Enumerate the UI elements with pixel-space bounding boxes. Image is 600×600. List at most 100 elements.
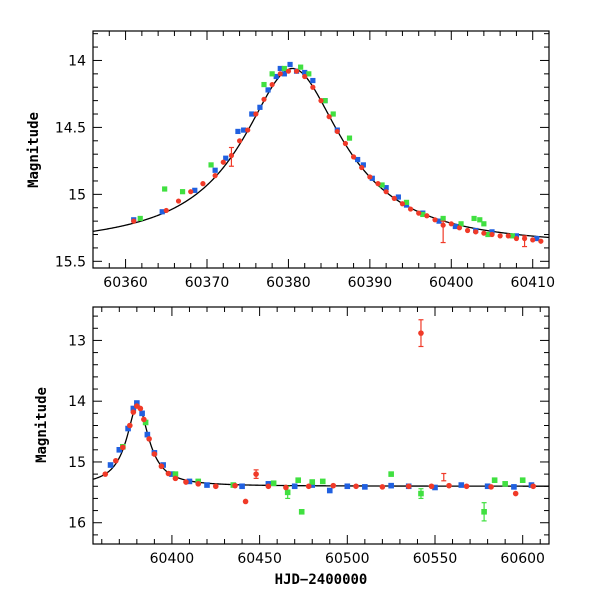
data-point [497,233,503,239]
data-point [130,405,137,412]
data-point [204,482,210,488]
data-point [388,471,394,477]
data-point [511,484,517,490]
data-point [245,127,251,133]
data-point [464,227,471,234]
data-point [355,156,361,163]
bottom-panel-y-axis-title: Magnitude [34,387,50,463]
data-point [131,218,137,224]
y-tick-label: 15 [68,455,86,471]
data-point [485,231,491,238]
data-point [473,229,479,235]
data-point [287,61,293,68]
data-point [446,482,452,489]
data-point [298,508,305,515]
data-point [134,400,140,406]
data-point [151,451,158,457]
data-point [159,209,165,215]
data-point [513,235,520,242]
data-point [144,431,151,438]
data-point [172,471,179,477]
data-point [471,215,477,222]
data-point [257,104,263,110]
data-point [481,230,487,236]
data-point [458,482,465,488]
data-point [513,233,520,239]
data-point [432,217,438,223]
data-point [120,444,126,451]
data-point [241,127,247,133]
data-point [186,478,193,485]
data-point [295,477,301,483]
y-tick-label: 14.5 [55,120,86,136]
data-point [330,482,337,489]
data-point [302,73,308,80]
data-point [489,231,495,238]
y-tick-label: 16 [68,516,86,532]
top-series-1 [137,64,515,239]
data-point [350,154,357,160]
data-point [530,237,536,243]
y-tick-label: 14 [68,53,86,69]
x-tick-label: 60410 [510,275,555,291]
data-point [334,128,340,135]
data-point [139,410,145,417]
data-point [141,416,147,423]
data-point [242,498,249,505]
data-point [165,470,172,477]
data-point [113,457,119,464]
data-point [192,187,198,193]
data-point [362,484,368,490]
data-point [284,489,291,496]
data-point [309,479,316,485]
data-point [298,64,304,70]
data-point [481,508,487,515]
x-tick-label: 60550 [413,551,458,567]
data-point [265,87,271,93]
data-point [369,175,375,181]
data-point [137,215,143,222]
data-point [452,223,458,230]
top-series-2 [131,68,544,248]
bottom-panel-ticks: 60400 60450 60500 60550 60600 13 14 15 16 [68,307,549,567]
data-point [310,84,316,90]
data-point [440,222,446,228]
data-point [309,482,316,488]
data-point [405,483,412,490]
data-point [293,68,300,74]
data-point [116,447,123,453]
data-point [179,189,186,195]
data-point [418,330,424,336]
x-tick-label: 60390 [348,275,393,291]
data-point [418,490,424,497]
data-point [489,229,495,235]
data-point [367,174,373,180]
data-point [330,111,336,117]
data-point [281,71,287,77]
data-point [163,207,169,214]
data-point [239,483,245,490]
y-tick-label: 13 [68,333,86,349]
top-panel-y-axis-title: Magnitude [26,112,42,188]
data-point [253,471,259,477]
data-point [407,206,414,212]
data-point [291,483,298,490]
data-point [253,111,259,117]
data-point [388,482,394,489]
data-point [228,152,235,159]
data-point [458,221,464,227]
top-panel-ticks: 60360 60370 60380 60390 60400 60410 14 14.5 15 15… [55,31,555,291]
x-tick-label: 60600 [500,551,545,567]
data-point [232,482,238,489]
data-point [169,471,175,477]
x-tick-label: 60380 [266,275,311,291]
data-point [346,135,353,141]
x-tick-label: 60370 [185,275,230,291]
data-point [261,81,267,88]
data-point [353,483,359,490]
data-point [302,69,308,76]
data-point [261,96,267,102]
data-point [344,483,351,490]
data-point [285,68,292,74]
